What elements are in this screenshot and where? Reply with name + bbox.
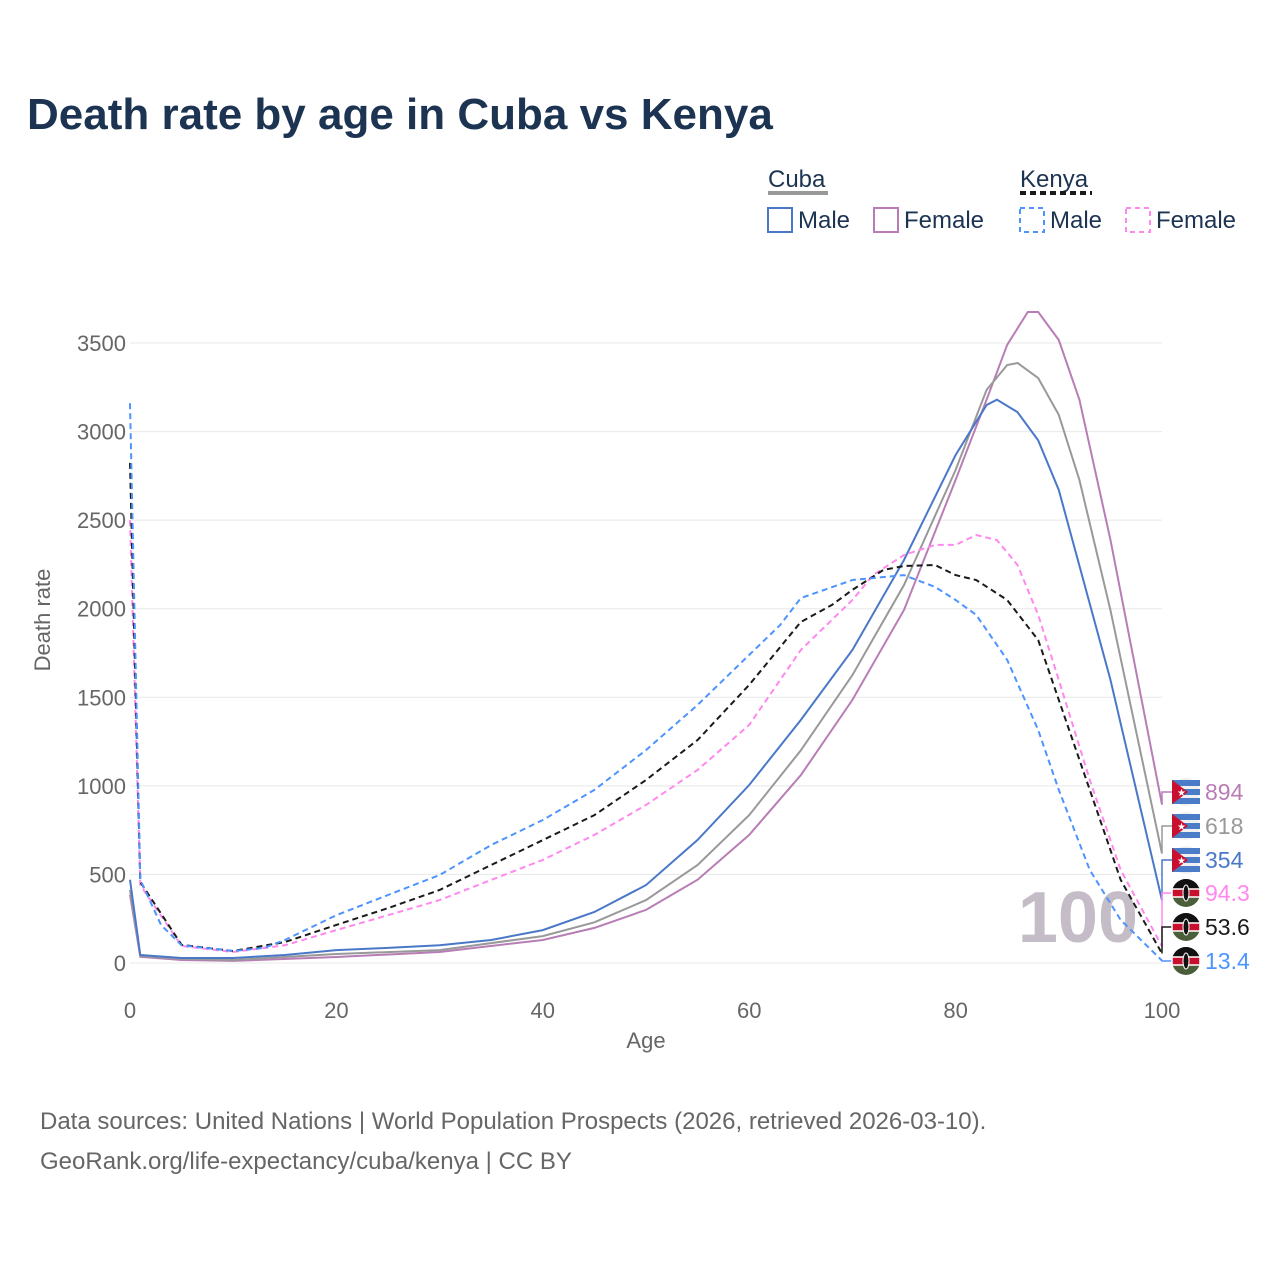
label-connector (1161, 926, 1172, 954)
legend-item-female: Female (1156, 207, 1236, 234)
y-axis-label: Death rate (30, 569, 55, 672)
flag-triangle (1172, 814, 1188, 838)
x-tick-label: 40 (531, 998, 555, 1023)
end-value-label: 894 (1205, 779, 1244, 805)
legend-group-cuba: Cuba (768, 166, 826, 193)
y-tick-label: 1500 (77, 685, 126, 710)
flag-star: ★ (1177, 856, 1186, 867)
series-line-kenya-female (129, 520, 1163, 954)
flag-stripe (1172, 832, 1200, 838)
source-line: Data sources: United Nations | World Pop… (40, 1108, 987, 1135)
x-tick-label: 20 (324, 998, 348, 1023)
flag-stripe (1172, 866, 1200, 872)
label-connector (1161, 791, 1172, 805)
flag-stripe (1172, 780, 1200, 786)
flag-star: ★ (1177, 822, 1186, 833)
legend-item-male: Male (1050, 207, 1102, 234)
x-tick-label: 0 (124, 998, 136, 1023)
flag-star: ★ (1177, 788, 1186, 799)
flag-triangle (1172, 780, 1188, 804)
year-watermark: 100 (1018, 878, 1138, 958)
x-tick-label: 80 (943, 998, 967, 1023)
y-tick-label: 500 (89, 862, 126, 887)
flag-shield (1182, 918, 1190, 936)
source-url[interactable]: GeoRank.org/life-expectancy/cuba/kenya |… (40, 1148, 572, 1175)
flag-triangle (1172, 848, 1188, 872)
end-value-label: 354 (1205, 847, 1244, 873)
label-connector (1161, 892, 1172, 947)
y-tick-label: 3000 (77, 420, 126, 445)
flag-stripe (1172, 814, 1200, 820)
x-tick-label: 100 (1144, 998, 1181, 1023)
series-line-cuba-female (129, 311, 1163, 962)
end-value-label: 13.4 (1205, 948, 1250, 974)
legend-swatch (767, 207, 793, 233)
y-tick-label: 1000 (77, 774, 126, 799)
legend-swatch (1125, 207, 1151, 233)
end-value-label: 53.6 (1205, 914, 1250, 940)
x-tick-label: 60 (737, 998, 761, 1023)
y-tick-label: 0 (114, 951, 126, 976)
flag-shield (1182, 952, 1190, 970)
legend-swatch (1019, 207, 1045, 233)
series-line-cuba-total (129, 361, 1163, 962)
flag-stripe (1172, 848, 1200, 854)
end-value-label: 94.3 (1205, 880, 1250, 906)
flag-stripe (1172, 798, 1200, 804)
chart-title: Death rate by age in Cuba vs Kenya (27, 90, 773, 139)
y-tick-label: 2500 (77, 508, 126, 533)
series-line-kenya-male (129, 403, 1163, 962)
y-tick-label: 3500 (77, 331, 126, 356)
legend-swatch (873, 207, 899, 233)
legend-item-male: Male (798, 207, 850, 234)
x-axis-label: Age (626, 1028, 665, 1053)
label-connector (1161, 859, 1172, 901)
flag-shield (1182, 884, 1190, 902)
label-connector (1161, 825, 1172, 854)
end-value-label: 618 (1205, 813, 1243, 839)
legend-item-female: Female (904, 207, 984, 234)
series-line-kenya-total (129, 462, 1163, 954)
series-line-cuba-male (129, 398, 1163, 959)
legend-group-kenya: Kenya (1020, 166, 1089, 193)
y-tick-label: 2000 (77, 597, 126, 622)
